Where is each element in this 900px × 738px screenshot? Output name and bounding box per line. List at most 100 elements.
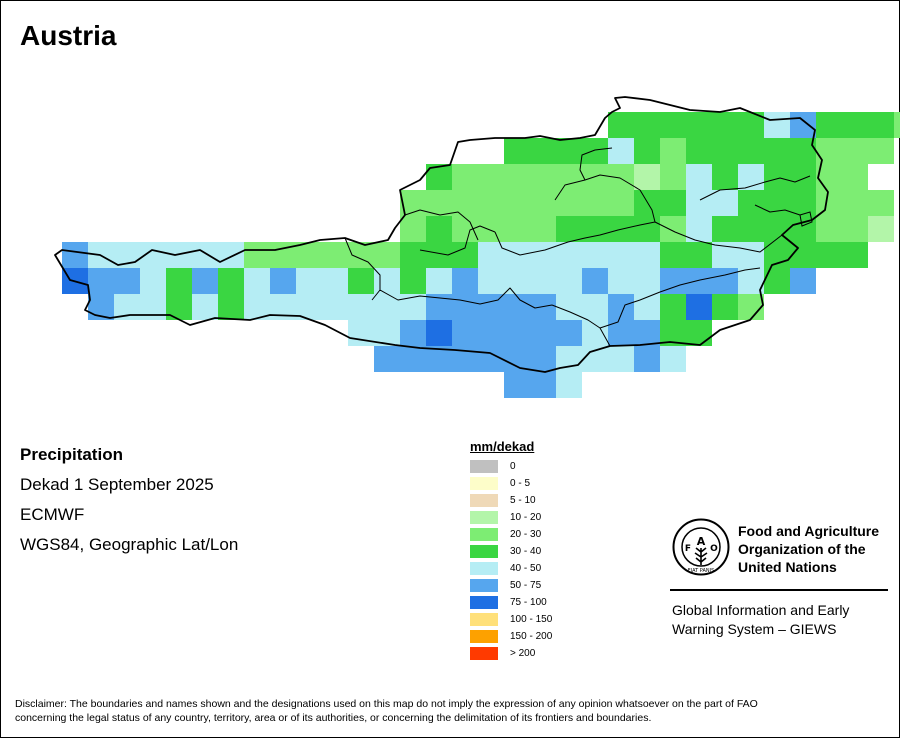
giews-name: Global Information and Early Warning Sys… [672, 601, 849, 639]
grid-cell [556, 268, 582, 294]
grid-cell [270, 268, 296, 294]
grid-cell [686, 138, 712, 164]
grid-cell [608, 242, 634, 268]
province-boundaries [344, 147, 811, 347]
grid-cell [634, 164, 660, 190]
grid-cell [608, 268, 634, 294]
map-info: Precipitation Dekad 1 September 2025 ECM… [20, 445, 238, 565]
grid-cell [452, 268, 478, 294]
grid-cell [504, 320, 530, 346]
grid-cell [452, 164, 478, 190]
legend-swatch [470, 562, 498, 575]
legend-item: 10 - 20 [470, 509, 552, 526]
legend-item: 40 - 50 [470, 560, 552, 577]
grid-cell [192, 242, 218, 268]
grid-cell [400, 320, 426, 346]
legend-label: 10 - 20 [510, 512, 542, 523]
grid-cell [868, 112, 894, 138]
grid-cell [686, 320, 712, 346]
grid-cell [842, 216, 868, 242]
grid-cell [192, 294, 218, 320]
grid-cell [478, 268, 504, 294]
period-label: Dekad 1 September 2025 [20, 475, 214, 494]
grid-cell [478, 346, 504, 372]
grid-cell [452, 294, 478, 320]
grid-cell [504, 216, 530, 242]
grid-cell [530, 346, 556, 372]
legend-label: 30 - 40 [510, 546, 542, 557]
grid-cell [660, 268, 686, 294]
legend-rows: 0 0 - 5 5 - 10 10 - 20 20 - 30 30 - 40 40 - 50… [470, 458, 552, 662]
legend-item: 50 - 75 [470, 577, 552, 594]
grid-cell [400, 268, 426, 294]
grid-cell [400, 346, 426, 372]
austria-border [54, 96, 829, 373]
giews-line2: Warning System – GIEWS [672, 621, 837, 637]
grid-cell [244, 242, 270, 268]
grid-cell [764, 164, 790, 190]
grid-cell [842, 138, 868, 164]
grid-cell [322, 268, 348, 294]
grid-cell [790, 242, 816, 268]
grid-cell [322, 294, 348, 320]
grid-cell [842, 190, 868, 216]
grid-cell [504, 164, 530, 190]
fao-name: Food and Agriculture Organization of the… [738, 522, 888, 576]
legend-item: 75 - 100 [470, 594, 552, 611]
grid-cell [504, 190, 530, 216]
grid-cell [764, 138, 790, 164]
grid-cell [738, 242, 764, 268]
grid-cell [530, 242, 556, 268]
fao-emblem-icon: A F O FIAT PANIS [672, 518, 730, 576]
grid-cell [374, 268, 400, 294]
grid-cell [452, 242, 478, 268]
grid-cell [816, 216, 842, 242]
legend-swatch [470, 613, 498, 626]
grid-cell [712, 164, 738, 190]
legend-label: 40 - 50 [510, 563, 542, 574]
grid-cell [426, 190, 452, 216]
legend-item: 0 - 5 [470, 475, 552, 492]
grid-cell [556, 320, 582, 346]
grid-cell [556, 138, 582, 164]
grid-cell [660, 112, 686, 138]
grid-cell [582, 268, 608, 294]
grid-cell [140, 268, 166, 294]
grid-cell [686, 190, 712, 216]
fao-name-line1: Food and Agriculture [738, 523, 880, 539]
grid-cell [400, 294, 426, 320]
grid-cell [504, 138, 530, 164]
fao-motto: FIAT PANIS [688, 568, 715, 574]
grid-cell [894, 112, 900, 138]
grid-cell [348, 294, 374, 320]
legend-item: 20 - 30 [470, 526, 552, 543]
grid-cell [790, 112, 816, 138]
grid-cell [426, 268, 452, 294]
grid-cell [660, 190, 686, 216]
grid-cell [712, 216, 738, 242]
grid-cell [686, 268, 712, 294]
grid-cell [140, 294, 166, 320]
grid-cell [530, 190, 556, 216]
grid-cell [816, 138, 842, 164]
grid-cell [582, 294, 608, 320]
grid-cell [88, 268, 114, 294]
grid-cell [556, 190, 582, 216]
legend-swatch [470, 477, 498, 490]
disclaimer-line1: Disclaimer: The boundaries and names sho… [15, 698, 758, 710]
grid-cell [738, 138, 764, 164]
grid-cell [452, 320, 478, 346]
grid-cell [400, 216, 426, 242]
grid-cell [322, 242, 348, 268]
legend-item: 0 [470, 458, 552, 475]
grid-cell [582, 190, 608, 216]
grid-cell [634, 190, 660, 216]
legend-item: > 200 [470, 645, 552, 662]
grid-cell [712, 268, 738, 294]
grid-cell [530, 138, 556, 164]
legend-item: 30 - 40 [470, 543, 552, 560]
grid-cell [764, 112, 790, 138]
grid-cell [608, 346, 634, 372]
legend-label: 50 - 75 [510, 580, 542, 591]
grid-cell [504, 242, 530, 268]
